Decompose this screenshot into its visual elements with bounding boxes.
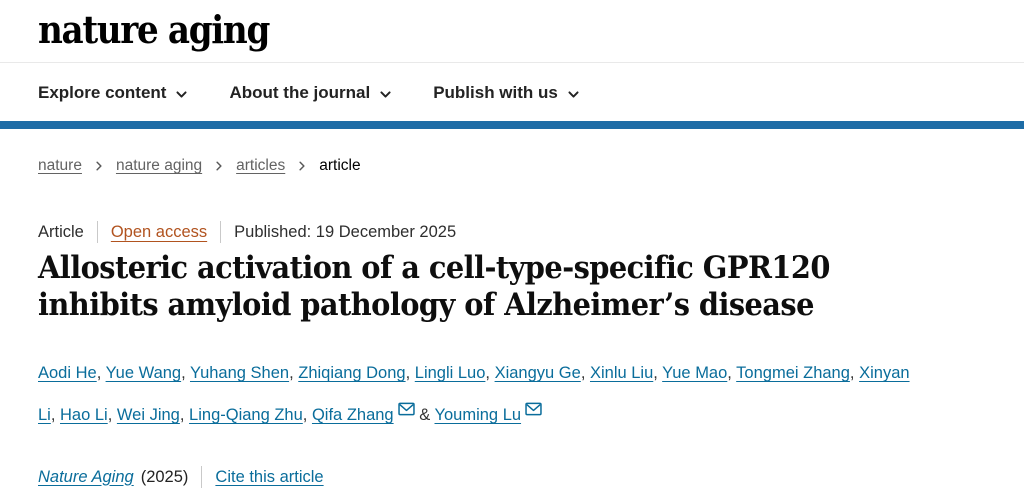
article-title: Allosteric activation of a cell-type-spe… xyxy=(38,250,830,323)
author-separator: , xyxy=(580,364,590,382)
breadcrumb: nature nature aging articles article xyxy=(38,157,962,175)
author-link-ling-qiang-zhu[interactable]: Ling-Qiang Zhu xyxy=(189,406,303,424)
author-separator: , xyxy=(727,364,737,382)
author-list: Aodi He, Yue Wang, Yuhang Shen, Zhiqiang… xyxy=(38,354,924,434)
journal-color-bar xyxy=(0,121,1024,129)
nav-list: Explore content About the journal Publish … xyxy=(38,83,986,103)
author-link-xiangyu-ge[interactable]: Xiangyu Ge xyxy=(494,364,581,382)
breadcrumb-item-nature-aging[interactable]: nature aging xyxy=(115,157,203,174)
meta-divider xyxy=(96,221,98,243)
citation-year: (2025) xyxy=(140,467,189,486)
author-separator: , xyxy=(289,364,299,382)
breadcrumb-separator xyxy=(296,160,308,172)
author-separator: & xyxy=(414,406,435,424)
author-separator: , xyxy=(181,364,190,382)
email-icon[interactable] xyxy=(397,392,415,430)
author-separator: , xyxy=(50,406,61,424)
main-nav: Explore content About the journal Publish … xyxy=(0,63,1024,121)
chevron-down-icon xyxy=(176,91,188,98)
chevron-right-icon xyxy=(216,161,222,171)
breadcrumb-separator xyxy=(93,160,105,172)
author-link-tongmei-zhang[interactable]: Tongmei Zhang xyxy=(736,364,850,382)
published-date: Published: 19 December 2025 xyxy=(234,222,457,241)
author-link-xinyan-li[interactable]: Xinyan Li xyxy=(38,364,910,424)
author-link-wei-jing[interactable]: Wei Jing xyxy=(116,406,180,424)
author-separator: , xyxy=(96,364,106,382)
author-link-yue-wang[interactable]: Yue Wang xyxy=(105,364,182,382)
meta-divider xyxy=(220,221,222,243)
author-link-xinlu-liu[interactable]: Xinlu Liu xyxy=(589,364,654,382)
nav-item-label: About the journal xyxy=(229,83,371,102)
article-type-label: Article xyxy=(38,222,84,241)
site-header: nature aging xyxy=(0,0,1024,63)
nav-item-publish-with-us[interactable]: Publish with us xyxy=(433,83,580,103)
open-access-link[interactable]: Open access xyxy=(110,222,208,241)
journal-link[interactable]: Nature Aging xyxy=(38,467,134,486)
author-separator: , xyxy=(302,406,312,424)
author-link-yuhang-shen[interactable]: Yuhang Shen xyxy=(189,364,290,382)
nav-item-explore-content[interactable]: Explore content xyxy=(38,83,188,103)
author-link-zhiqiang-dong[interactable]: Zhiqiang Dong xyxy=(298,364,406,382)
email-icon[interactable] xyxy=(525,392,542,430)
chevron-right-icon xyxy=(299,161,305,171)
author-link-lingli-luo[interactable]: Lingli Luo xyxy=(414,364,486,382)
author-link-qifa-zhang[interactable]: Qifa Zhang xyxy=(311,406,394,424)
nav-item-label: Publish with us xyxy=(433,83,558,102)
nav-item-label: Explore content xyxy=(38,83,167,102)
chevron-down-icon xyxy=(568,91,579,98)
journal-logo[interactable]: nature aging xyxy=(38,7,270,52)
citation-divider xyxy=(201,466,203,488)
citation-row: Nature Aging (2025) Cite this article xyxy=(38,466,962,488)
breadcrumb-item-nature[interactable]: nature xyxy=(38,157,82,174)
author-link-hao-li[interactable]: Hao Li xyxy=(60,406,108,424)
author-link-youming-lu[interactable]: Youming Lu xyxy=(434,406,522,424)
breadcrumb-separator xyxy=(213,160,225,172)
author-separator: , xyxy=(653,364,663,382)
article-meta-row: Article Open access Published: 19 Decemb… xyxy=(38,221,962,243)
author-separator: , xyxy=(107,406,117,424)
author-link-yue-mao[interactable]: Yue Mao xyxy=(662,364,728,382)
author-link-aodi-he[interactable]: Aodi He xyxy=(38,364,97,382)
breadcrumb-item-articles[interactable]: articles xyxy=(236,157,286,174)
chevron-right-icon xyxy=(96,161,102,171)
nav-item-about-the-journal[interactable]: About the journal xyxy=(229,83,392,103)
breadcrumb-item-article: article xyxy=(319,157,361,174)
author-separator: , xyxy=(179,406,190,424)
article-header: nature nature aging articles article Articl… xyxy=(0,157,1000,488)
author-separator: , xyxy=(849,364,860,382)
author-separator: , xyxy=(405,364,415,382)
chevron-down-icon xyxy=(380,91,391,98)
author-separator: , xyxy=(485,364,495,382)
cite-this-article-link[interactable]: Cite this article xyxy=(215,467,324,486)
